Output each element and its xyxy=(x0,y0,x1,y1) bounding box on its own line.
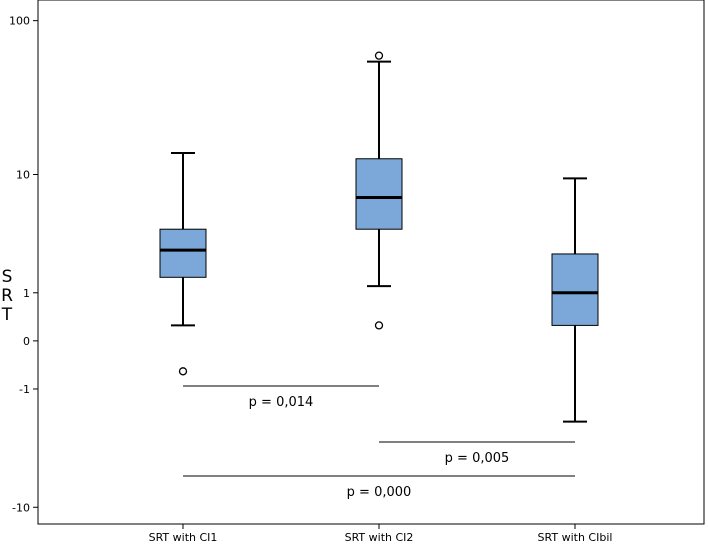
x-category-label: SRT with CI1 xyxy=(149,531,218,544)
iqr-box xyxy=(159,228,207,278)
p-value-label: p = 0,014 xyxy=(249,395,314,410)
y-tick-label: 1 xyxy=(23,287,30,300)
significance-comparisons: p = 0,014 p = 0,005 p = 0,000 xyxy=(183,385,575,500)
y-tick-label: 0 xyxy=(23,335,30,348)
outlier-point xyxy=(178,367,188,376)
iqr-box xyxy=(355,158,403,230)
y-tick-label: -10 xyxy=(12,501,30,514)
plot-frame xyxy=(37,0,705,525)
comparison-2: p = 0,005 xyxy=(379,441,575,466)
y-tick-label: -1 xyxy=(19,383,30,396)
box-2 xyxy=(355,51,403,330)
box-1 xyxy=(159,151,207,376)
y-tick-label: 10 xyxy=(16,168,30,181)
p-value-label: p = 0,000 xyxy=(347,485,412,500)
outlier-point xyxy=(374,321,384,330)
iqr-box xyxy=(551,253,599,326)
x-category-label: SRT with CI2 xyxy=(345,531,414,544)
x-category-label: SRT with CIbil xyxy=(538,531,613,544)
y-axis-label-letter: R xyxy=(1,286,13,306)
comparison-3: p = 0,000 xyxy=(183,475,575,500)
box-3 xyxy=(551,177,599,423)
y-axis-label-letter: S xyxy=(2,267,13,287)
boxes xyxy=(159,51,599,423)
p-value-label: p = 0,005 xyxy=(445,451,510,466)
comparison-1: p = 0,014 xyxy=(183,385,379,410)
y-tick-label: 100 xyxy=(9,15,30,28)
y-axis-label-letter: T xyxy=(1,305,13,325)
x-axis: SRT with CI1 SRT with CI2 SRT with CIbil xyxy=(149,524,613,544)
outlier-point xyxy=(374,51,384,60)
y-axis-label: SRT xyxy=(1,267,13,325)
